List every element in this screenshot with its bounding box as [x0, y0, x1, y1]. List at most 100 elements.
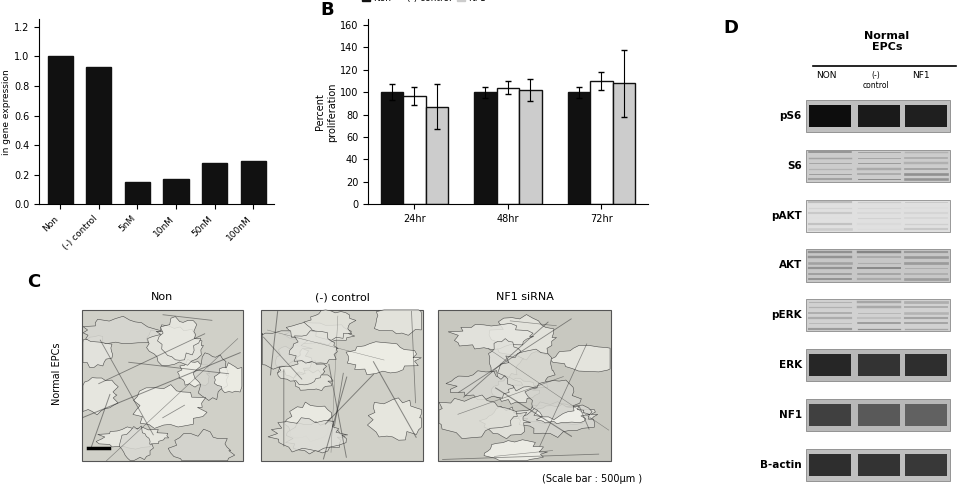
Bar	[807, 299, 950, 331]
Text: C: C	[27, 273, 40, 291]
Bar	[807, 150, 950, 182]
Bar	[905, 354, 948, 376]
Polygon shape	[518, 401, 595, 437]
Text: Normal EPCs: Normal EPCs	[53, 343, 63, 405]
Text: pERK: pERK	[771, 310, 802, 320]
Bar	[807, 349, 950, 381]
Polygon shape	[489, 314, 557, 360]
Text: (-)
control: (-) control	[862, 71, 889, 89]
Polygon shape	[492, 378, 540, 404]
Polygon shape	[446, 371, 522, 399]
Bar	[905, 105, 948, 127]
Bar	[905, 453, 948, 476]
Polygon shape	[275, 345, 313, 378]
Polygon shape	[284, 322, 355, 345]
Text: Non: Non	[151, 292, 173, 302]
Text: AKT: AKT	[778, 260, 802, 271]
Bar	[807, 100, 950, 132]
Text: (Scale bar : 500μm ): (Scale bar : 500μm )	[542, 474, 642, 484]
Legend: Non, (-) control, NF1: Non, (-) control, NF1	[359, 0, 489, 7]
Bar	[808, 105, 851, 127]
Polygon shape	[346, 342, 421, 375]
Polygon shape	[146, 325, 204, 365]
Polygon shape	[289, 331, 338, 364]
Bar	[48, 56, 73, 204]
Polygon shape	[277, 360, 326, 385]
Polygon shape	[169, 429, 235, 461]
Polygon shape	[83, 336, 113, 367]
Bar	[858, 453, 901, 476]
Bar	[858, 404, 901, 426]
Bar	[125, 182, 150, 204]
Polygon shape	[550, 346, 611, 372]
Text: pS6: pS6	[780, 111, 802, 121]
Text: ERK: ERK	[779, 360, 802, 370]
Bar	[858, 105, 901, 127]
Text: NON: NON	[816, 71, 837, 80]
Bar	[438, 310, 612, 461]
Bar	[808, 354, 851, 376]
Bar	[807, 449, 950, 481]
Polygon shape	[158, 316, 201, 360]
Polygon shape	[96, 427, 169, 449]
Text: Normal
EPCs: Normal EPCs	[864, 31, 909, 52]
Bar	[474, 92, 497, 204]
Bar	[164, 179, 188, 204]
Text: B: B	[320, 1, 334, 19]
Polygon shape	[439, 395, 517, 439]
Bar	[403, 96, 425, 204]
Polygon shape	[133, 384, 207, 428]
Bar	[202, 163, 227, 204]
Bar	[380, 92, 403, 204]
Bar	[808, 404, 851, 426]
Bar	[807, 249, 950, 281]
Polygon shape	[83, 378, 119, 415]
Polygon shape	[498, 349, 555, 391]
Polygon shape	[268, 418, 348, 452]
Text: NF1: NF1	[911, 71, 929, 80]
Polygon shape	[83, 316, 163, 344]
Polygon shape	[294, 370, 333, 391]
Bar	[858, 354, 901, 376]
Polygon shape	[177, 359, 210, 387]
Polygon shape	[448, 323, 534, 349]
Text: NF1: NF1	[779, 410, 802, 420]
Text: (-) control: (-) control	[315, 292, 369, 302]
Polygon shape	[512, 403, 598, 424]
Bar	[808, 453, 851, 476]
Polygon shape	[120, 426, 154, 461]
Polygon shape	[285, 422, 345, 454]
Bar	[590, 81, 612, 204]
Text: D: D	[723, 19, 739, 37]
Bar	[262, 310, 422, 461]
Polygon shape	[193, 353, 228, 400]
Text: B-actin: B-actin	[760, 460, 802, 470]
Bar	[567, 92, 590, 204]
Text: pAKT: pAKT	[771, 210, 802, 221]
Polygon shape	[525, 380, 581, 419]
Bar	[905, 404, 948, 426]
Polygon shape	[374, 310, 421, 335]
Y-axis label: Percent
proliferation: Percent proliferation	[316, 82, 337, 141]
Polygon shape	[484, 440, 548, 461]
Bar	[240, 161, 266, 204]
Polygon shape	[284, 402, 333, 442]
Bar	[425, 107, 448, 204]
Polygon shape	[263, 331, 313, 369]
Bar	[86, 67, 112, 204]
Text: S6: S6	[787, 161, 802, 171]
Bar	[612, 83, 635, 204]
Polygon shape	[479, 406, 531, 439]
Bar	[807, 200, 950, 232]
Polygon shape	[304, 310, 356, 340]
Bar	[807, 399, 950, 431]
Y-axis label: Mean Fold Change
in gene expression: Mean Fold Change in gene expression	[0, 69, 12, 155]
Polygon shape	[215, 363, 242, 393]
Text: NF1 siRNA: NF1 siRNA	[496, 292, 554, 302]
Bar	[519, 90, 542, 204]
Polygon shape	[534, 404, 590, 424]
Polygon shape	[368, 398, 421, 440]
Bar	[81, 310, 243, 461]
Bar	[497, 88, 519, 204]
Polygon shape	[488, 339, 524, 379]
